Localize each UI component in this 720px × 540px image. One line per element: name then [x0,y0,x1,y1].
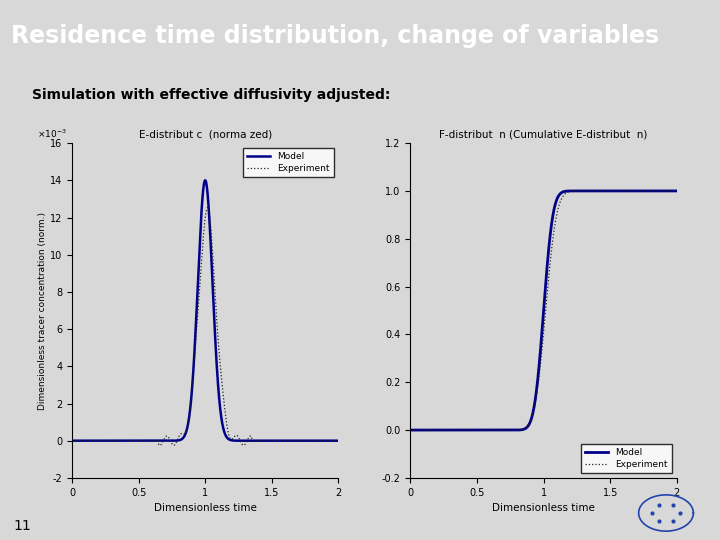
Y-axis label: Dimensionless tracer concentration (norm.): Dimensionless tracer concentration (norm… [38,212,47,409]
Experiment [334,437,343,444]
Text: $\times10^{-3}$: $\times10^{-3}$ [37,127,67,140]
X-axis label: Dimensionless time: Dimensionless time [154,503,256,513]
Title: F-distribut  n (Cumulative E-distribut  n): F-distribut n (Cumulative E-distribut n) [439,130,648,139]
Experiment [156,442,164,449]
Experiment [520,426,528,432]
Experiment [170,442,179,448]
Line: Experiment: Experiment [72,208,338,446]
Text: Residence time distribution, change of variables: Residence time distribution, change of v… [11,24,659,48]
Title: E-distribut c  (norma zed): E-distribut c (norma zed) [138,130,272,139]
Line: Model: Model [72,180,338,441]
Experiment [300,437,309,444]
Model [639,188,647,194]
Experiment [613,188,621,194]
Experiment [508,427,517,433]
Model [436,427,445,433]
Experiment [436,427,445,433]
Text: Simulation with effective diffusivity adjusted:: Simulation with effective diffusivity ad… [32,87,391,102]
Model [329,437,338,444]
Text: 11: 11 [13,519,31,534]
Model [98,437,107,444]
Experiment [98,437,107,444]
Experiment [114,437,122,444]
Experiment [452,427,461,433]
Experiment [639,188,647,194]
Model [300,437,309,444]
Line: Experiment: Experiment [410,191,677,430]
Model [406,427,415,433]
Experiment [667,188,676,194]
Line: Model: Model [410,191,677,430]
Legend: Model, Experiment: Model, Experiment [581,444,672,474]
Model [672,188,681,194]
Model [181,430,190,436]
Model [508,427,517,433]
Model [170,437,179,444]
Model [114,437,122,444]
Model [452,427,461,433]
Experiment [329,437,338,444]
Experiment [203,205,212,211]
X-axis label: Dimensionless time: Dimensionless time [492,503,595,513]
Model [667,188,676,194]
Model [68,437,76,444]
Model [201,177,210,184]
Model [520,426,528,433]
Experiment [181,430,190,436]
Legend: Model, Experiment: Model, Experiment [243,147,334,177]
Model [334,437,343,444]
Model [600,188,608,194]
Experiment [672,188,681,194]
Experiment [406,427,415,433]
Experiment [68,437,76,444]
